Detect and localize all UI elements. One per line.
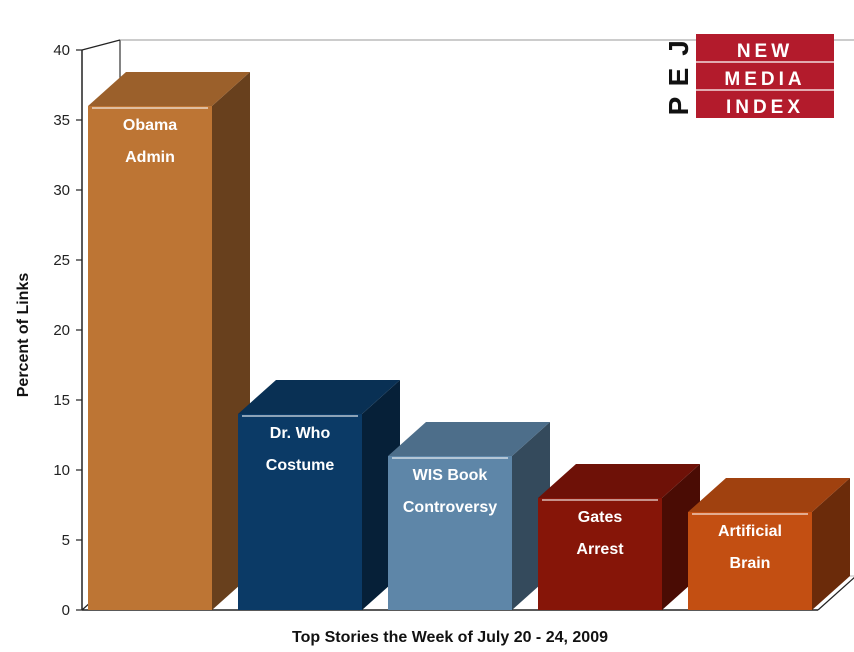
logo-word: INDEX (726, 97, 804, 118)
pej-new-media-index-logo: PEJ NEW MEDIA INDEX (663, 34, 834, 118)
logo-letter: J (663, 40, 694, 56)
logo-pej-letters: PEJ (663, 40, 694, 115)
bar-front-face (688, 512, 812, 610)
y-tick-label: 30 (53, 182, 70, 199)
y-tick-label: 15 (53, 392, 70, 409)
bar-top-face (688, 478, 850, 512)
bar-front-face (88, 106, 212, 610)
bar-top-face (538, 464, 700, 498)
bar-front-face (388, 456, 512, 610)
y-tick-label: 25 (53, 252, 70, 269)
bar: Artificial Brain (688, 478, 850, 610)
bar-category-label: Artificial (718, 523, 782, 540)
bar-category-label: WIS Book (413, 467, 488, 484)
bar-side-face (812, 478, 850, 610)
bar-front-face (538, 498, 662, 610)
bar-category-label: Costume (266, 457, 335, 474)
bar: Gates Arrest (538, 464, 700, 610)
bar: WIS Book Controversy (388, 422, 550, 610)
y-tick-label: 35 (53, 112, 70, 129)
bar-category-label: Brain (730, 555, 771, 572)
floor-right-edge (817, 576, 854, 611)
bar-category-label: Controversy (403, 499, 497, 516)
y-axis: 0 5 10 15 20 25 30 35 40 (53, 42, 82, 619)
bar: Obama Admin (88, 72, 250, 610)
bar: Dr. Who Costume (238, 380, 400, 610)
bars: Obama Admin Dr. Who Costume WIS Book Controve… (88, 72, 850, 610)
bar-category-label: Admin (125, 149, 175, 166)
bar-category-label: Dr. Who (270, 425, 331, 442)
bar-category-label: Gates (578, 509, 623, 526)
y-tick-label: 5 (62, 532, 70, 549)
bar-front-face (238, 414, 362, 610)
y-tick-label: 10 (53, 462, 70, 479)
bar-top-face (388, 422, 550, 456)
left-wall-top-edge (81, 39, 121, 51)
logo-letter: E (663, 68, 694, 87)
y-tick-label: 0 (62, 602, 70, 619)
logo-letter: P (663, 97, 694, 116)
y-tick-label: 40 (53, 42, 70, 59)
bar-top-face (238, 380, 400, 414)
logo-word: MEDIA (724, 69, 805, 90)
bar-top-face (88, 72, 250, 106)
x-axis-title: Top Stories the Week of July 20 - 24, 20… (292, 629, 608, 646)
logo-word: NEW (737, 41, 793, 62)
bar-category-label: Arrest (576, 541, 624, 558)
logo-red-panel (696, 34, 834, 118)
bar-category-label: Obama (123, 117, 177, 134)
y-axis-title: Percent of Links (15, 273, 32, 398)
y-tick-label: 20 (53, 322, 70, 339)
